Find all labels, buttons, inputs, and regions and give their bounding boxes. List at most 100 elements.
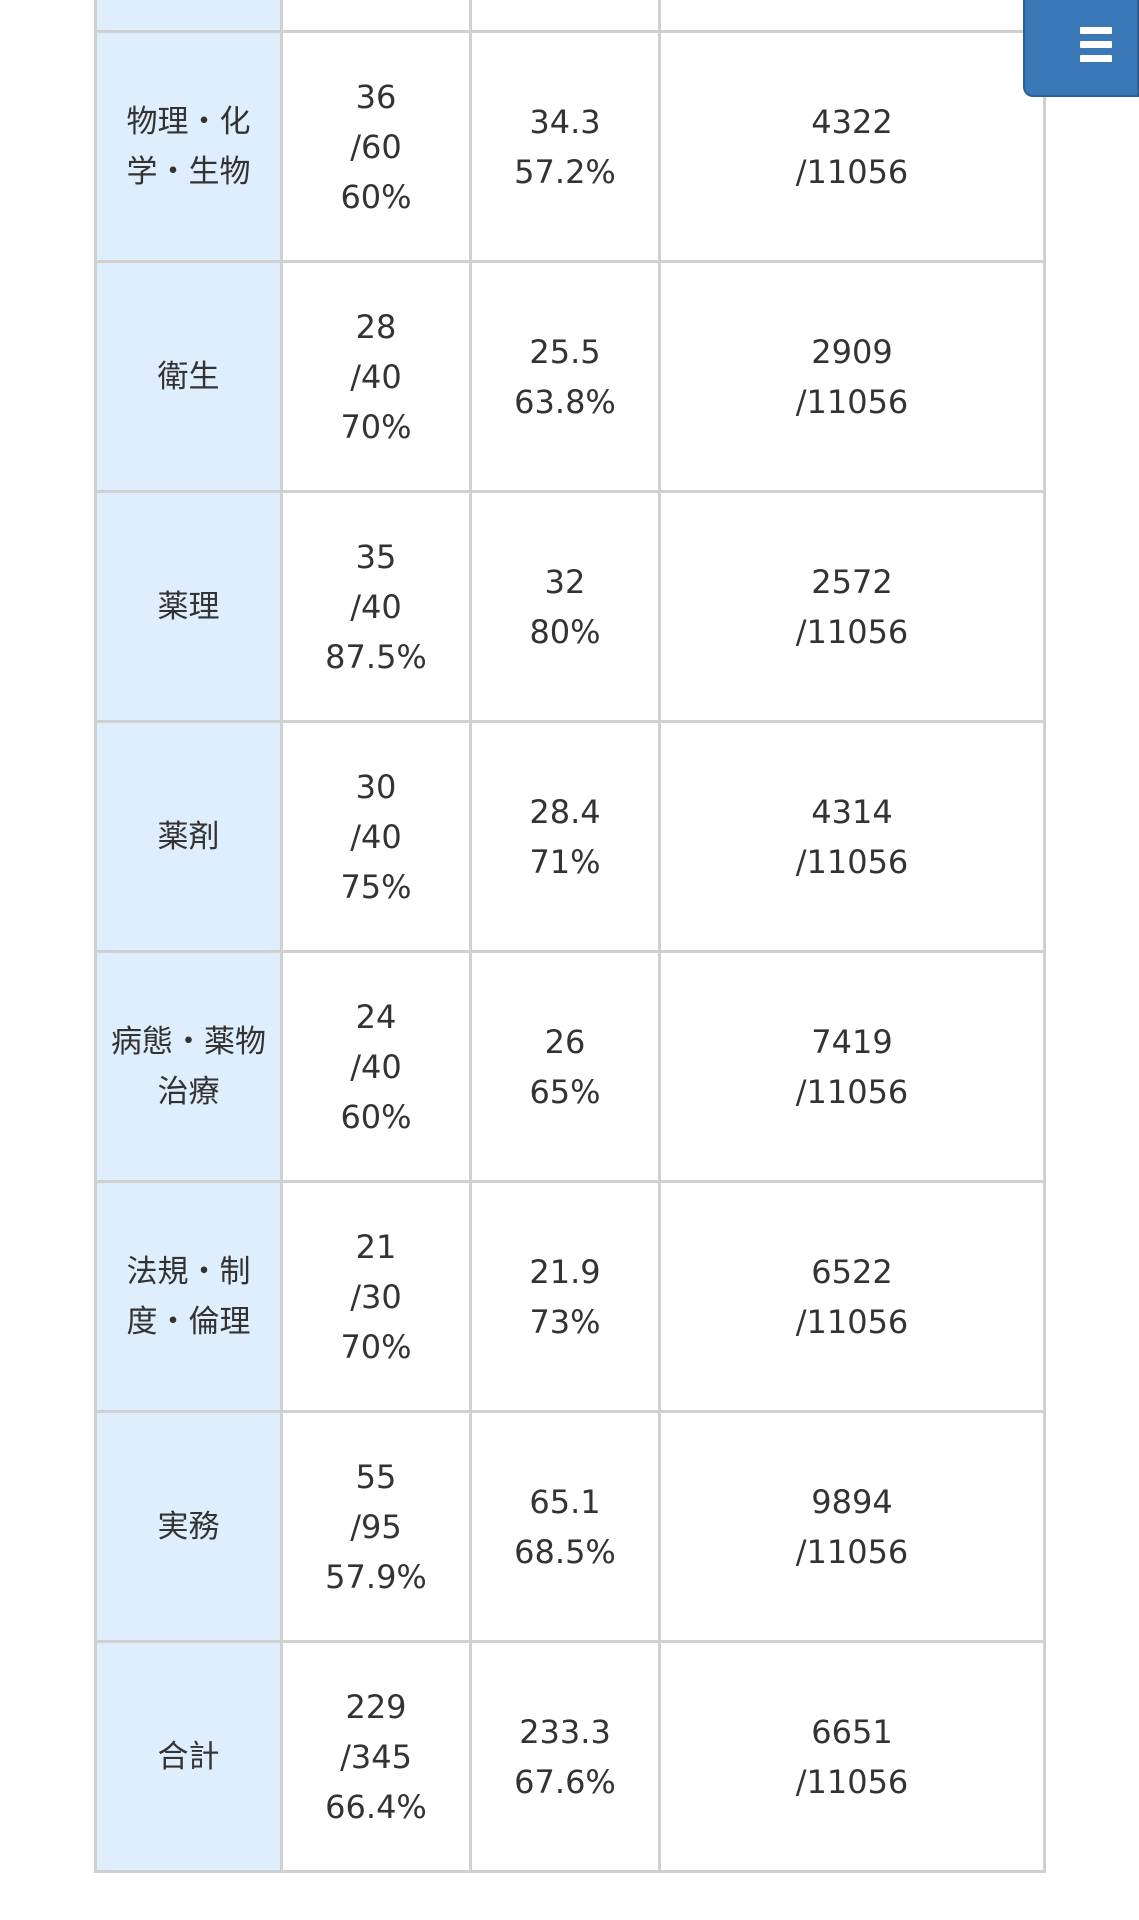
rank-cell-line: 4314 — [811, 792, 893, 831]
rank-cell-line: 2909 — [811, 332, 893, 371]
average-cell-line: 25.5 — [529, 332, 601, 371]
score-cell-line: 60% — [340, 1097, 412, 1136]
score-cell: 35/40 87.5% — [280, 490, 472, 723]
average-cell: 21.9 73% — [469, 1180, 661, 1413]
average-cell-line: 233.3 — [519, 1712, 611, 1751]
rank-cell-line: /11056 — [795, 1302, 909, 1341]
score-cell-line: 24 — [355, 997, 397, 1036]
table-row: 法規・制度・倫理 21/30 70% 21.9 73% 6522/11056 — [94, 1180, 1046, 1413]
subject-cell: 薬剤 — [94, 720, 283, 953]
average-cell-line: 28.4 — [529, 792, 601, 831]
rank-cell — [658, 0, 1046, 33]
score-cell-line: 87.5% — [325, 637, 427, 676]
subject-cell: 合計 — [94, 1640, 283, 1873]
average-cell: 25.5 63.8% — [469, 260, 661, 493]
subject-cell: 薬理 — [94, 490, 283, 723]
score-cell: 21/30 70% — [280, 1180, 472, 1413]
rank-cell-line: 6522 — [811, 1252, 893, 1291]
score-cell-line: /40 — [350, 1047, 402, 1086]
average-cell-line: 68.5% — [514, 1532, 616, 1571]
average-cell: 233.3 67.6% — [469, 1640, 661, 1873]
score-cell-line: 36 — [355, 77, 397, 116]
score-cell-line: 55 — [355, 1457, 397, 1496]
rank-cell-line: /11056 — [795, 612, 909, 651]
score-cell: 24/40 60% — [280, 950, 472, 1183]
score-cell-line: 70% — [340, 407, 412, 446]
rank-cell-line: /11056 — [795, 842, 909, 881]
average-cell: 65.1 68.5% — [469, 1410, 661, 1643]
score-cell-line: 60% — [340, 177, 412, 216]
subject-cell: 法規・制 度・倫理 — [94, 1180, 283, 1413]
table-row: 病態・薬物治療 24/40 60% 26 65% 7419/11056 — [94, 950, 1046, 1183]
average-cell-line: 65% — [529, 1072, 601, 1111]
average-cell: 34.3 57.2% — [469, 30, 661, 263]
subject-cell: 実務 — [94, 1410, 283, 1643]
subject-cell-line: 学・生物 — [126, 153, 251, 190]
score-cell-line: /40 — [350, 587, 402, 626]
subject-cell-line: 合計 — [157, 1738, 220, 1775]
average-cell-line: 65.1 — [529, 1482, 601, 1521]
rank-cell: 4314/11056 — [658, 720, 1046, 953]
average-cell-line: 26 — [544, 1022, 586, 1061]
subject-cell-line: 法規・制 — [126, 1253, 251, 1290]
rank-cell-line: /11056 — [795, 1072, 909, 1111]
score-cell: 55/95 57.9% — [280, 1410, 472, 1643]
rank-cell: 2572/11056 — [658, 490, 1046, 723]
average-cell-line: 34.3 — [529, 102, 601, 141]
rank-cell-line: 2572 — [811, 562, 893, 601]
score-cell: 229/345 66.4% — [280, 1640, 472, 1873]
rank-cell: 4322/11056 — [658, 30, 1046, 263]
table-row: 薬理 35/40 87.5% 32 80% 2572/11056 — [94, 490, 1046, 723]
rank-cell: 7419/11056 — [658, 950, 1046, 1183]
average-cell-line: 71% — [529, 842, 601, 881]
score-cell-line: 229 — [345, 1687, 407, 1726]
score-cell-line: 75% — [340, 867, 412, 906]
rank-cell-line: 6651 — [811, 1712, 893, 1751]
rank-cell-line: /11056 — [795, 1762, 909, 1801]
subject-cell: 衛生 — [94, 260, 283, 493]
average-cell-line: 57.2% — [514, 152, 616, 191]
subject-cell — [94, 0, 283, 33]
subject-cell-line: 度・倫理 — [126, 1303, 251, 1340]
subject-cell-line: 治療 — [157, 1073, 220, 1110]
average-cell-line: 32 — [544, 562, 586, 601]
score-cell-line: /30 — [350, 1277, 402, 1316]
score-cell-line: /345 — [340, 1737, 412, 1776]
subject-cell-line: 衛生 — [157, 358, 220, 395]
score-cell-line: 21 — [355, 1227, 397, 1266]
score-cell-line: 28 — [355, 307, 397, 346]
score-cell-line: 70% — [340, 1327, 412, 1366]
subject-cell-line: 薬理 — [157, 588, 220, 625]
subject-cell-line: 実務 — [157, 1508, 220, 1545]
average-cell-line: 21.9 — [529, 1252, 601, 1291]
rank-cell: 6522/11056 — [658, 1180, 1046, 1413]
score-cell-line: 35 — [355, 537, 397, 576]
subject-cell-line: 薬剤 — [157, 818, 220, 855]
average-cell: 32 80% — [469, 490, 661, 723]
average-cell-line: 80% — [529, 612, 601, 651]
menu-button[interactable] — [1023, 0, 1139, 97]
rank-cell-line: 7419 — [811, 1022, 893, 1061]
score-cell-line: /60 — [350, 127, 402, 166]
average-cell-line: 67.6% — [514, 1762, 616, 1801]
average-cell-line: 73% — [529, 1302, 601, 1341]
score-cell-line: 30 — [355, 767, 397, 806]
rank-cell: 2909/11056 — [658, 260, 1046, 493]
score-cell — [280, 0, 472, 33]
average-cell-line: 63.8% — [514, 382, 616, 421]
subject-cell: 病態・薬物 治療 — [94, 950, 283, 1183]
score-cell-line: /95 — [350, 1507, 402, 1546]
results-table: 物理・化 学・生物 36/60 60% 34.3 57.2% 4322/11056 衛生 28/… — [94, 0, 1046, 1873]
rank-cell-line: /11056 — [795, 1532, 909, 1571]
subject-cell-line: 病態・薬物 — [111, 1023, 266, 1060]
table-row — [94, 0, 1046, 33]
score-cell: 36/60 60% — [280, 30, 472, 263]
table-row: 物理・化 学・生物 36/60 60% 34.3 57.2% 4322/11056 — [94, 30, 1046, 263]
table-row: 衛生 28/40 70% 25.5 63.8% 2909/11056 — [94, 260, 1046, 493]
score-cell: 28/40 70% — [280, 260, 472, 493]
rank-cell-line: /11056 — [795, 152, 909, 191]
average-cell — [469, 0, 661, 33]
score-cell-line: /40 — [350, 817, 402, 856]
average-cell: 28.4 71% — [469, 720, 661, 953]
rank-cell: 9894/11056 — [658, 1410, 1046, 1643]
